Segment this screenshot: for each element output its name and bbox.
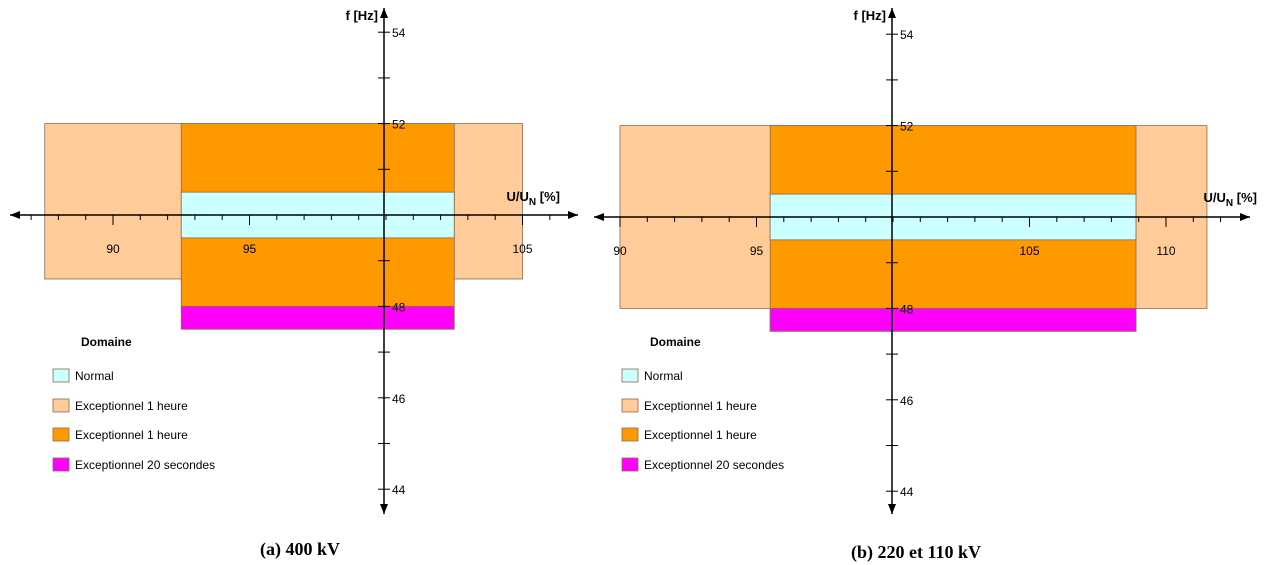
y-axis-arrow-down-icon	[380, 504, 388, 514]
x-axis-title: U/UN [%]	[507, 189, 560, 208]
y-axis-title: f [Hz]	[346, 8, 379, 23]
chart-panel-0: 90 95 105 54 52 48 46 44 f [Hz] U/UN [%] Domaine No…	[10, 8, 578, 560]
y-tick-label: 44	[392, 483, 406, 497]
chart-panel-1: 90 95 105 110 54 52 48 46 44 f [Hz] U/UN [%] Domain…	[594, 8, 1257, 563]
legend: Domaine Normal Exceptionnel 1 heure Excepti…	[621, 335, 784, 472]
legend: Domaine Normal Exceptionnel 1 heure Excepti…	[52, 335, 215, 472]
legend-title: Domaine	[81, 335, 132, 349]
x-axis-arrow-left-icon	[10, 211, 20, 219]
legend-swatch	[52, 368, 70, 383]
legend-swatch	[621, 398, 639, 413]
x-tick-label: 90	[613, 244, 627, 258]
x-axis-arrow-right-icon	[1240, 213, 1250, 221]
region-exceptional-20s	[769, 307, 1137, 332]
legend-title: Domaine	[650, 335, 701, 349]
legend-swatch	[52, 398, 70, 413]
x-tick-label: 105	[512, 242, 532, 256]
y-tick-label: 44	[900, 485, 914, 499]
figure-caption: (a) 400 kV	[260, 539, 340, 560]
legend-item-label: Normal	[644, 369, 683, 383]
legend-swatch	[52, 427, 70, 442]
y-axis-arrow-up-icon	[888, 8, 896, 18]
x-axis-arrow-right-icon	[568, 211, 578, 219]
y-axis-arrow-down-icon	[888, 504, 896, 514]
x-axis-arrow-left-icon	[594, 213, 604, 221]
y-tick-label: 52	[900, 120, 914, 134]
x-tick-label: 105	[1019, 244, 1039, 258]
legend-item-label: Exceptionnel 20 secondes	[644, 458, 784, 472]
y-tick-label: 54	[900, 28, 914, 42]
y-tick-label: 52	[392, 118, 406, 132]
legend-item-label: Exceptionnel 1 heure	[644, 428, 757, 442]
legend-swatch	[621, 457, 639, 472]
legend-item-label: Exceptionnel 20 secondes	[75, 458, 215, 472]
region-exceptional-20s	[180, 305, 455, 330]
x-tick-label: 95	[243, 242, 257, 256]
legend-item-label: Exceptionnel 1 heure	[75, 399, 188, 413]
figure-caption: (b) 220 et 110 kV	[851, 542, 981, 563]
y-tick-label: 46	[392, 392, 406, 406]
x-tick-label: 90	[106, 242, 120, 256]
x-tick-label: 110	[1156, 244, 1175, 258]
y-tick-label: 48	[900, 302, 914, 316]
legend-swatch	[52, 457, 70, 472]
legend-item-label: Normal	[75, 369, 114, 383]
legend-swatch	[621, 368, 639, 383]
y-tick-label: 46	[900, 394, 914, 408]
x-axis-title: U/UN [%]	[1204, 190, 1257, 209]
legend-item-label: Exceptionnel 1 heure	[644, 399, 757, 413]
x-tick-label: 95	[750, 244, 764, 258]
y-tick-label: 54	[392, 26, 406, 40]
legend-item-label: Exceptionnel 1 heure	[75, 428, 188, 442]
y-tick-label: 48	[392, 300, 406, 314]
y-axis-title: f [Hz]	[854, 8, 887, 23]
y-axis-arrow-up-icon	[380, 8, 388, 18]
legend-swatch	[621, 427, 639, 442]
